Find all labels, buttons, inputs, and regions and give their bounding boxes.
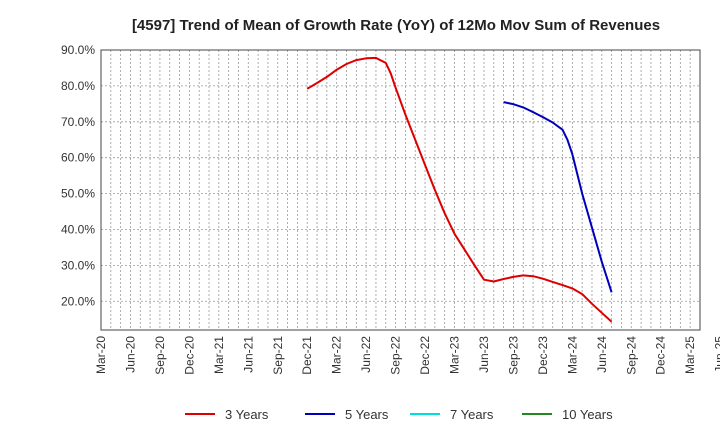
y-tick-label: 80.0% <box>61 79 95 93</box>
y-tick-label: 20.0% <box>61 294 95 308</box>
x-tick-label: Jun-24 <box>595 336 609 373</box>
x-tick-label: Dec-24 <box>654 336 668 375</box>
x-tick-label: Sep-20 <box>153 336 167 375</box>
x-tick-label: Mar-25 <box>683 336 697 374</box>
x-tick-label: Mar-23 <box>448 336 462 374</box>
x-tick-label: Sep-21 <box>271 336 285 375</box>
x-tick-label: Jun-22 <box>359 336 373 373</box>
legend-label-3: 7 Years <box>450 407 494 422</box>
plot-area-frame <box>100 49 701 331</box>
y-tick-label: 60.0% <box>61 151 95 165</box>
y-axis: 20.0% 30.0% 40.0% 50.0% 60.0% 70.0% 80.0% 90.0% <box>61 43 95 308</box>
x-tick-label: Jun-23 <box>477 336 491 373</box>
x-tick-label: Sep-22 <box>389 336 403 375</box>
x-tick-label: Mar-22 <box>330 336 344 374</box>
series-line-1 <box>306 56 613 323</box>
x-tick-label: Mar-24 <box>565 336 579 374</box>
x-tick-label: Sep-24 <box>624 336 638 375</box>
legend-label-1: 3 Years <box>225 407 269 422</box>
x-tick-label: Mar-21 <box>212 336 226 374</box>
x-tick-label: Dec-23 <box>536 336 550 375</box>
x-tick-label: Dec-22 <box>418 336 432 375</box>
x-tick-label: Dec-20 <box>182 336 196 375</box>
legend: 3 Years 5 Years 7 Years 10 Years <box>185 407 613 422</box>
series-lines <box>306 56 613 323</box>
y-tick-label: 30.0% <box>61 258 95 272</box>
x-axis: Mar-20 Jun-20 Sep-20 Dec-20 Mar-21 Jun-21 Sep-… <box>94 336 720 375</box>
chart-title: [4597] Trend of Mean of Growth Rate (YoY… <box>132 17 660 34</box>
y-tick-label: 70.0% <box>61 115 95 129</box>
y-tick-label: 90.0% <box>61 43 95 57</box>
x-tick-label: Sep-23 <box>506 336 520 375</box>
legend-label-4: 10 Years <box>562 407 613 422</box>
x-tick-label: Jun-21 <box>241 336 255 373</box>
series-line-2 <box>503 101 613 293</box>
y-tick-label: 50.0% <box>61 187 95 201</box>
x-tick-label: Dec-21 <box>300 336 314 375</box>
y-tick-label: 40.0% <box>61 222 95 236</box>
x-tick-label: Mar-20 <box>94 336 108 374</box>
legend-label-2: 5 Years <box>345 407 389 422</box>
x-tick-label: Jun-20 <box>123 336 137 373</box>
x-tick-label: Jun-25 <box>713 336 720 373</box>
